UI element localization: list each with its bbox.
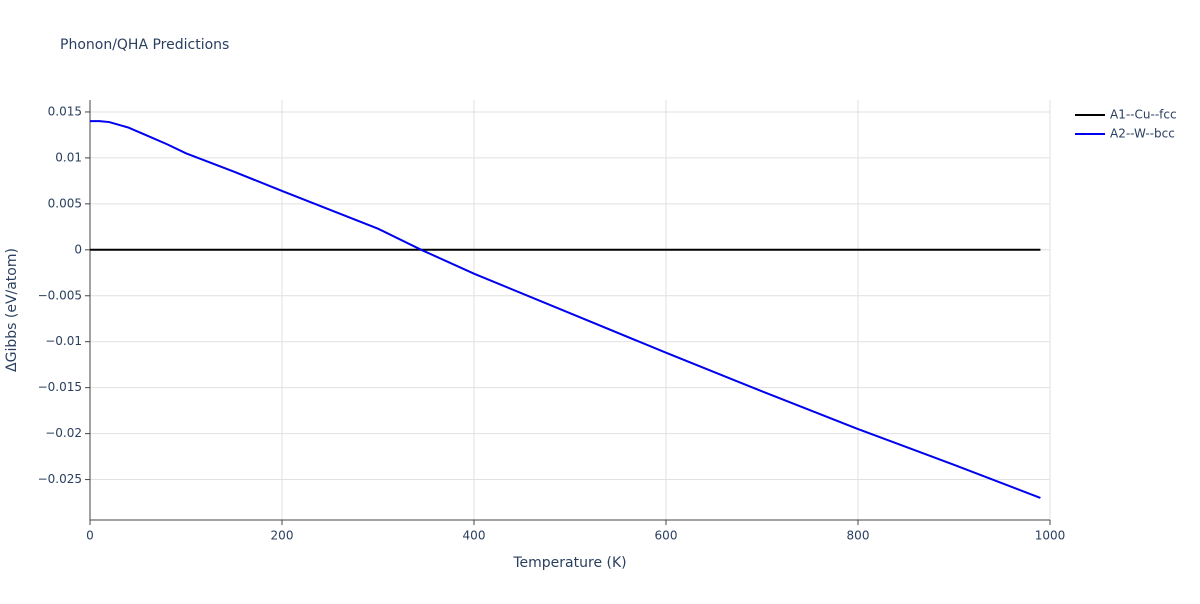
legend-label: A2--W--bcc bbox=[1110, 127, 1175, 141]
y-tick-label: −0.015 bbox=[38, 380, 82, 394]
y-axis-title: ΔGibbs (eV/atom) bbox=[4, 248, 20, 372]
y-tick-label: 0.01 bbox=[55, 150, 82, 164]
y-tick-label: 0.015 bbox=[48, 104, 82, 118]
x-axis-title: Temperature (K) bbox=[512, 555, 626, 571]
chart-title: Phonon/QHA Predictions bbox=[60, 37, 229, 53]
y-tick-label: 0 bbox=[74, 242, 82, 256]
line-series bbox=[90, 120, 1041, 499]
y-tick-label: −0.025 bbox=[38, 472, 82, 486]
x-tick-label: 800 bbox=[847, 529, 870, 543]
y-tick-label: −0.005 bbox=[38, 288, 82, 302]
x-tick-label: 200 bbox=[271, 529, 294, 543]
y-tick-label: 0.005 bbox=[48, 196, 82, 210]
x-tick-label: 1000 bbox=[1035, 529, 1066, 543]
y-tick-label: −0.02 bbox=[45, 426, 82, 440]
x-tick-label: 400 bbox=[463, 529, 486, 543]
y-tick-label: −0.01 bbox=[45, 334, 82, 348]
legend-label: A1--Cu--fcc bbox=[1110, 108, 1177, 122]
x-tick-label: 600 bbox=[655, 529, 678, 543]
x-tick-label: 0 bbox=[86, 529, 94, 543]
